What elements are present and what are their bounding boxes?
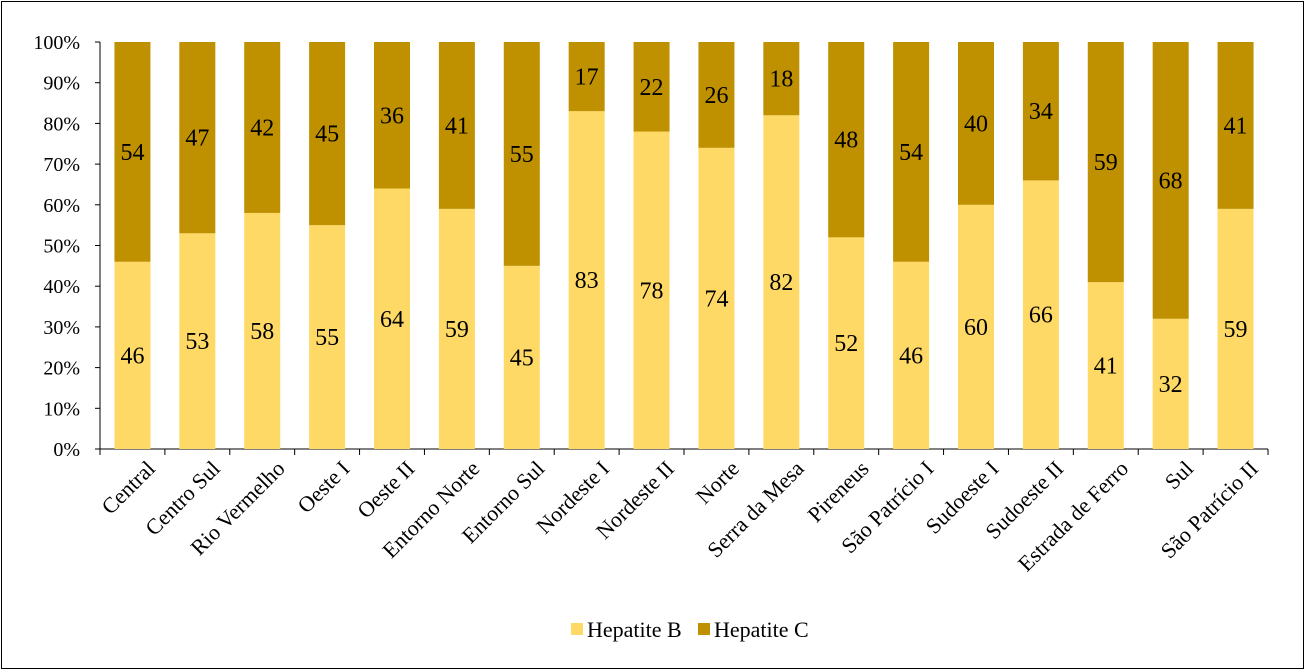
data-label-hepatite-b: 52 — [834, 331, 858, 357]
bar-hepatite-b — [698, 147, 735, 449]
data-label-hepatite-b: 55 — [315, 325, 339, 351]
bar-hepatite-c — [1022, 42, 1059, 181]
y-tick-label: 70% — [43, 154, 80, 176]
data-label-hepatite-c: 34 — [1029, 99, 1053, 125]
bar-hepatite-b — [958, 204, 994, 449]
bar-hepatite-c — [114, 42, 151, 262]
bar-hepatite-c — [438, 42, 475, 209]
bar-hepatite-c — [1152, 42, 1189, 319]
data-label-hepatite-c: 68 — [1159, 168, 1183, 194]
y-tick-label: 40% — [43, 276, 80, 298]
data-label-hepatite-b: 46 — [899, 343, 923, 369]
bar-hepatite-b — [1152, 318, 1189, 449]
data-label-hepatite-b: 83 — [575, 268, 599, 294]
bar-hepatite-b — [438, 208, 475, 449]
data-label-hepatite-c: 41 — [1224, 113, 1248, 139]
bar-hepatite-b — [374, 188, 410, 449]
data-label-hepatite-c: 36 — [380, 103, 404, 129]
bars: 46 54 53 47 58 42 55 45 64 36 59 41 45 55 83 17 78 22 74 26… — [114, 42, 1254, 450]
bar-hepatite-b — [114, 261, 151, 449]
bar-hepatite-b — [633, 131, 670, 450]
legend: Hepatite B Hepatite C — [571, 617, 809, 642]
bar-hepatite-b — [893, 261, 930, 449]
bar-hepatite-b — [244, 212, 281, 449]
data-label-hepatite-b: 64 — [380, 307, 404, 333]
data-label-hepatite-c: 18 — [769, 67, 793, 93]
bar-hepatite-c — [893, 42, 930, 262]
bar-hepatite-c — [1217, 42, 1254, 209]
x-tick-label: Oeste I — [292, 456, 354, 518]
data-label-hepatite-c: 40 — [964, 111, 988, 137]
data-label-hepatite-b: 60 — [964, 315, 988, 341]
bar-hepatite-b — [1087, 282, 1124, 449]
data-label-hepatite-b: 45 — [510, 345, 534, 371]
bar-hepatite-b — [503, 265, 540, 449]
y-tick-label: 60% — [43, 195, 80, 217]
data-label-hepatite-c: 48 — [834, 128, 858, 154]
bar-hepatite-b — [828, 237, 865, 449]
legend-label: Hepatite C — [714, 617, 809, 642]
data-label-hepatite-b: 82 — [769, 270, 793, 296]
x-tick-label: Central — [96, 456, 159, 519]
y-tick-label: 50% — [43, 236, 80, 258]
y-tick-label: 30% — [43, 317, 80, 339]
bar-hepatite-c — [633, 42, 670, 132]
legend-swatch — [571, 623, 583, 635]
data-label-hepatite-c: 26 — [704, 83, 728, 109]
data-label-hepatite-b: 59 — [1224, 317, 1248, 343]
y-axis: 0% 10% 20% 30% 40% 50% 60% 70% 80% 90% 100% — [33, 32, 101, 461]
data-label-hepatite-c: 47 — [185, 126, 209, 152]
bar-hepatite-b — [1022, 180, 1059, 449]
data-label-hepatite-b: 32 — [1159, 372, 1183, 398]
bar-hepatite-b — [309, 225, 346, 449]
data-label-hepatite-c: 54 — [120, 140, 144, 166]
data-label-hepatite-c: 42 — [250, 115, 274, 141]
y-tick-label: 90% — [43, 73, 80, 95]
data-label-hepatite-b: 78 — [640, 278, 664, 304]
data-label-hepatite-c: 22 — [640, 75, 664, 101]
bar-hepatite-c — [374, 42, 410, 189]
data-label-hepatite-b: 74 — [704, 286, 728, 312]
bar-hepatite-b — [568, 111, 605, 449]
bar-hepatite-c — [568, 42, 605, 112]
y-tick-label: 100% — [33, 32, 80, 54]
data-label-hepatite-b: 58 — [250, 319, 274, 345]
data-label-hepatite-c: 45 — [315, 122, 339, 148]
data-label-hepatite-c: 55 — [510, 142, 534, 168]
bar-hepatite-c — [698, 42, 735, 148]
legend-swatch — [698, 623, 710, 635]
data-label-hepatite-c: 17 — [575, 65, 599, 91]
legend-label: Hepatite B — [587, 617, 682, 642]
y-tick-label: 80% — [43, 113, 80, 135]
bar-hepatite-c — [1087, 42, 1124, 283]
bar-hepatite-c — [763, 42, 800, 116]
bar-hepatite-c — [503, 42, 540, 266]
data-label-hepatite-b: 41 — [1094, 354, 1118, 380]
bar-hepatite-b — [1217, 208, 1254, 449]
bar-hepatite-b — [763, 115, 800, 449]
bar-hepatite-c — [179, 42, 216, 234]
bar-hepatite-c — [309, 42, 346, 226]
data-label-hepatite-c: 41 — [445, 113, 469, 139]
y-tick-label: 0% — [53, 439, 80, 461]
x-tick-label: Estrada de Ferro — [1013, 456, 1133, 576]
bar-hepatite-b — [179, 233, 216, 449]
bar-hepatite-c — [244, 42, 281, 213]
bar-hepatite-c — [958, 42, 994, 205]
bar-hepatite-c — [828, 42, 865, 238]
data-label-hepatite-b: 66 — [1029, 303, 1053, 329]
x-tick-label: Norte — [691, 456, 744, 509]
data-label-hepatite-c: 54 — [899, 140, 923, 166]
data-label-hepatite-b: 46 — [120, 343, 144, 369]
x-tick-label: Sul — [1160, 456, 1198, 494]
data-label-hepatite-b: 53 — [185, 329, 209, 355]
data-label-hepatite-c: 59 — [1094, 150, 1118, 176]
y-tick-label: 20% — [43, 358, 80, 380]
y-tick-label: 10% — [43, 398, 80, 420]
data-label-hepatite-b: 59 — [445, 317, 469, 343]
